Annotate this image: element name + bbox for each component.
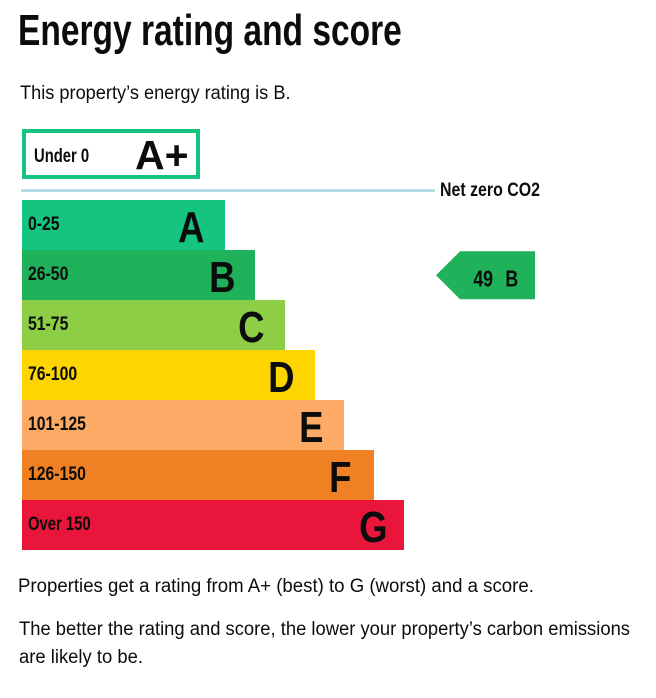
svg-text:B: B [505, 266, 518, 292]
svg-text:A: A [178, 202, 204, 252]
svg-text:C: C [238, 302, 264, 352]
svg-text:49: 49 [473, 266, 493, 292]
svg-text:G: G [359, 502, 387, 552]
svg-text:F: F [329, 452, 351, 502]
svg-text:D: D [268, 352, 294, 402]
svg-text:E: E [299, 402, 323, 452]
svg-text:B: B [209, 252, 235, 302]
